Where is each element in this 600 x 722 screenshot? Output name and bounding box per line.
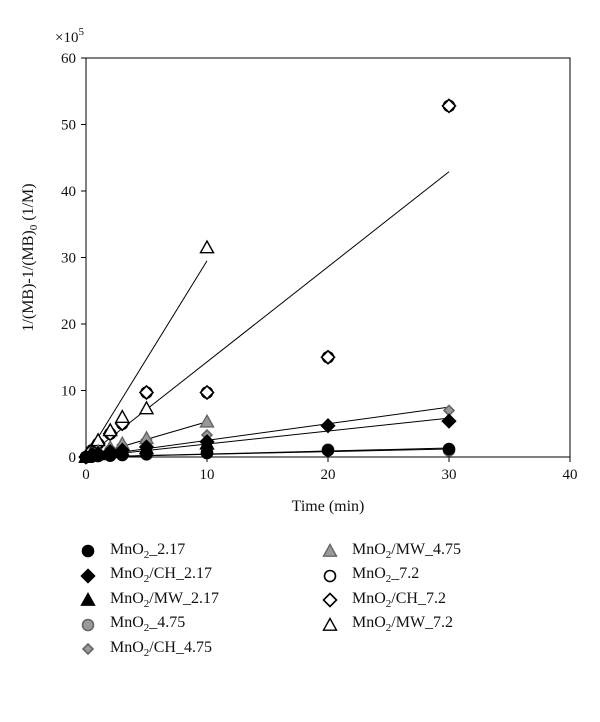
data-point xyxy=(90,446,106,461)
y-axis-label: 1/(MB)-1/(MB)0 (1/M) xyxy=(20,183,40,331)
data-point xyxy=(199,413,215,428)
data-point xyxy=(138,384,155,401)
data-point xyxy=(138,400,155,415)
data-point xyxy=(441,98,457,114)
data-point xyxy=(199,435,215,450)
data-point xyxy=(102,422,118,437)
y-tick-label: 10 xyxy=(61,384,76,400)
y-tick-label: 40 xyxy=(61,184,76,200)
data-point xyxy=(320,349,336,365)
y-tick-label: 20 xyxy=(61,317,76,333)
data-point xyxy=(320,418,336,434)
x-tick-label: 30 xyxy=(442,467,457,483)
x-axis-label: Time (min) xyxy=(292,498,365,515)
fit-line xyxy=(85,417,450,458)
y-tick-label: 0 xyxy=(69,450,77,466)
y-tick-label: 60 xyxy=(61,51,76,67)
y-tick-label: 50 xyxy=(61,118,76,134)
fit-line xyxy=(85,260,208,458)
x-tick-label: 40 xyxy=(563,467,578,483)
data-point xyxy=(442,442,456,456)
plot-area xyxy=(85,57,571,458)
y-multiplier-label: ×105 xyxy=(55,26,84,46)
data-point xyxy=(321,444,335,457)
x-tick-label: 20 xyxy=(321,467,336,483)
data-point xyxy=(102,444,118,459)
x-tick-label: 10 xyxy=(200,467,215,483)
y-tick-label: 30 xyxy=(61,251,76,267)
data-point xyxy=(114,442,130,457)
x-tick-label: 0 xyxy=(82,467,90,483)
data-point xyxy=(138,440,155,455)
data-point xyxy=(114,409,130,423)
data-point xyxy=(199,384,215,401)
data-point xyxy=(199,239,215,254)
data-point xyxy=(441,413,457,429)
